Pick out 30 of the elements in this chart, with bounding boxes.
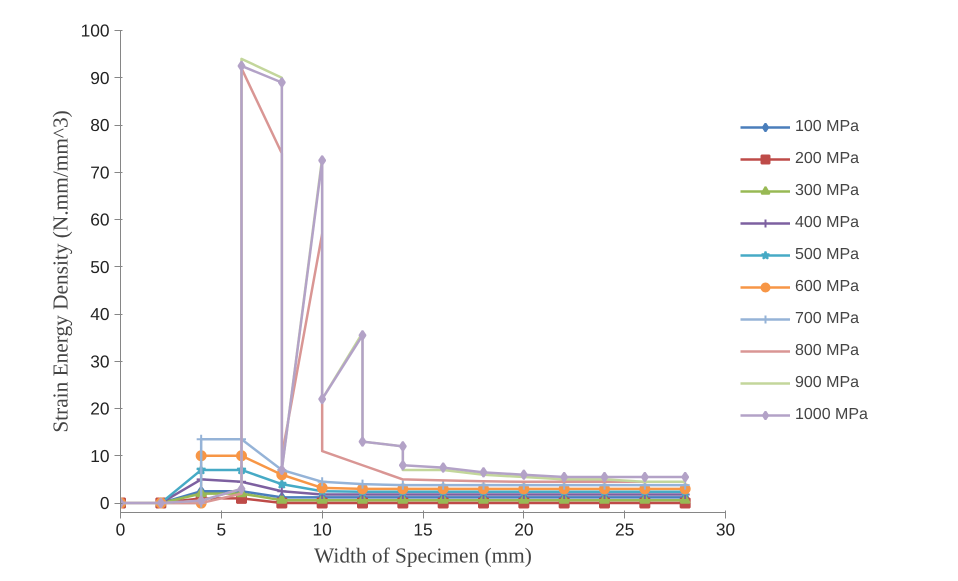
y-tick-label: 20 [90,398,110,419]
x-tick-label: 20 [514,520,534,540]
x-axis-title: Width of Specimen (mm) [314,544,532,568]
legend-label: 800 MPa [795,342,860,360]
x-tick-label: 15 [413,520,433,540]
x-tick-label: 30 [716,520,736,540]
y-tick-label: 40 [90,304,110,324]
x-tick-label: 0 [116,520,126,540]
legend-label: 600 MPa [795,278,860,296]
legend-label: 400 MPa [795,214,860,232]
y-tick-label: 100 [80,20,110,40]
x-tick-label: 10 [312,520,332,540]
legend-label: 500 MPa [795,246,860,264]
legend-label: 1000 MPa [795,406,868,424]
legend-label: 700 MPa [795,310,860,328]
legend-label: 900 MPa [795,374,860,392]
y-tick-label: 60 [90,210,110,230]
legend-label: 300 MPa [795,182,860,200]
y-tick-label: 90 [90,68,110,88]
y-tick-label: 70 [90,162,110,182]
y-tick-label: 0 [100,493,110,514]
legend-label: 200 MPa [795,150,860,168]
y-tick-label: 50 [90,256,110,277]
x-tick-label: 5 [216,520,226,540]
x-tick-label: 25 [615,520,634,540]
y-tick-label: 30 [90,351,110,372]
y-tick-label: 80 [90,115,110,136]
legend-label: 100 MPa [795,118,860,136]
y-axis-title: Strain Energy Density (N.mm/mm^3) [48,110,73,433]
y-tick-label: 10 [90,446,110,466]
